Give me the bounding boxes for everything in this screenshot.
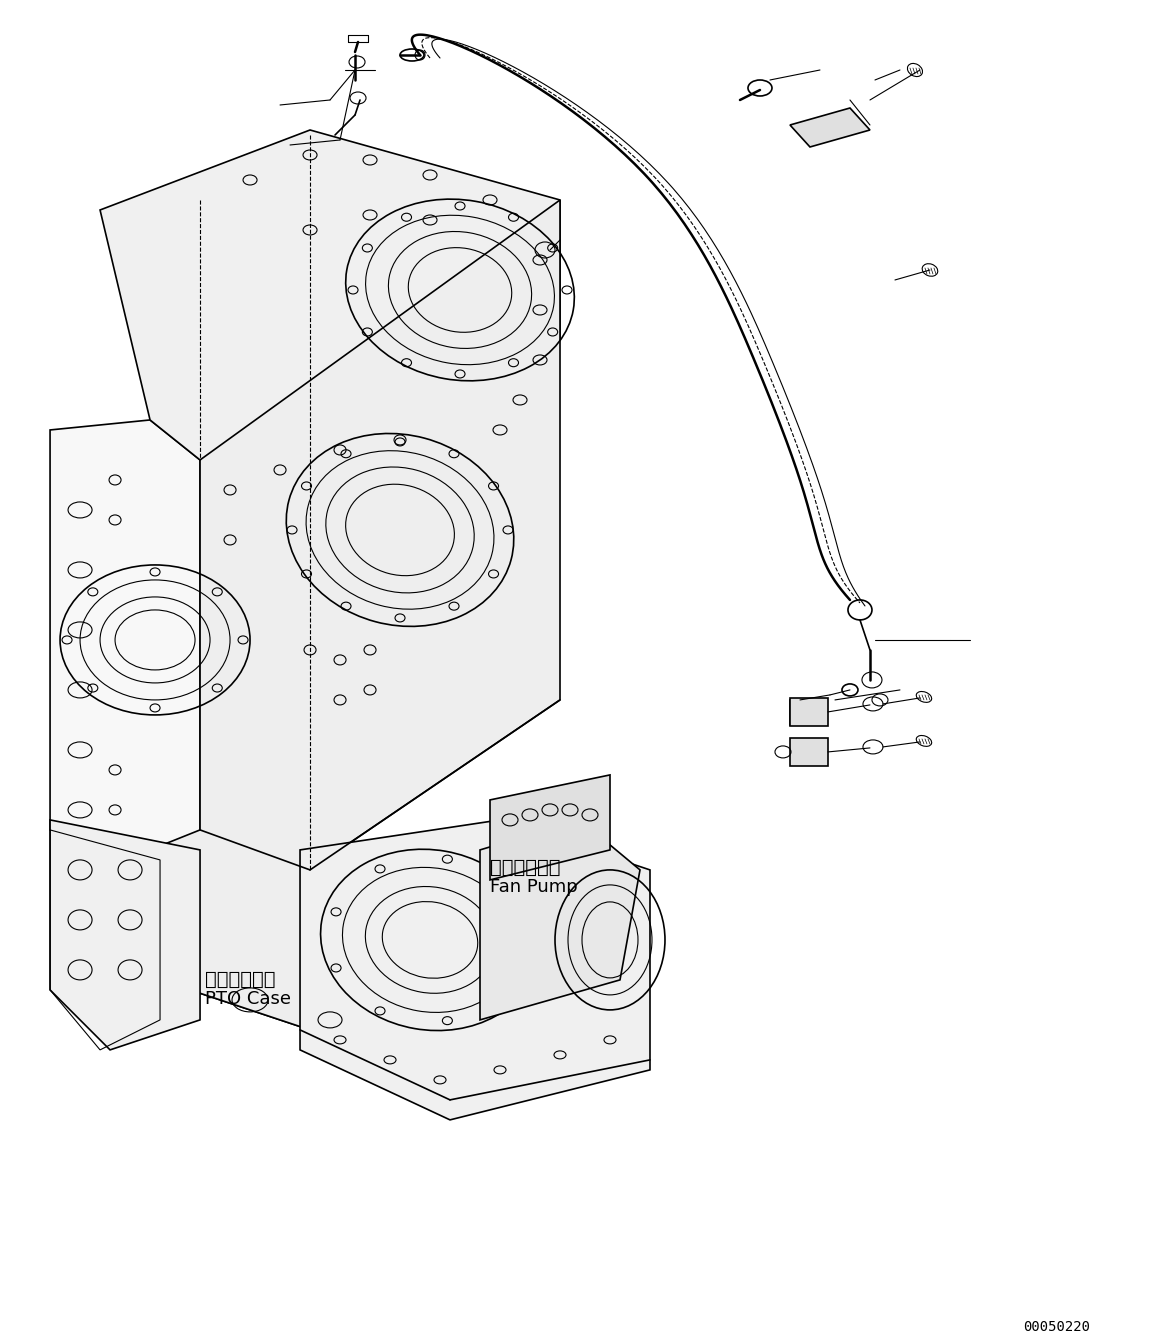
Polygon shape <box>100 199 561 1030</box>
Polygon shape <box>50 820 200 1050</box>
Bar <box>790 700 825 725</box>
Polygon shape <box>790 108 870 147</box>
Text: Fan Pump: Fan Pump <box>490 878 578 896</box>
Polygon shape <box>50 420 311 1030</box>
Text: 00050220: 00050220 <box>1023 1319 1090 1334</box>
Polygon shape <box>490 775 611 880</box>
Text: ファンポンプ: ファンポンプ <box>490 858 561 876</box>
Bar <box>790 739 828 765</box>
Polygon shape <box>480 820 640 1020</box>
Bar <box>790 698 828 727</box>
Polygon shape <box>300 820 650 1120</box>
Text: ＰＴＯケース: ＰＴＯケース <box>205 970 276 989</box>
Text: PTO Case: PTO Case <box>205 990 291 1008</box>
Polygon shape <box>100 130 561 460</box>
